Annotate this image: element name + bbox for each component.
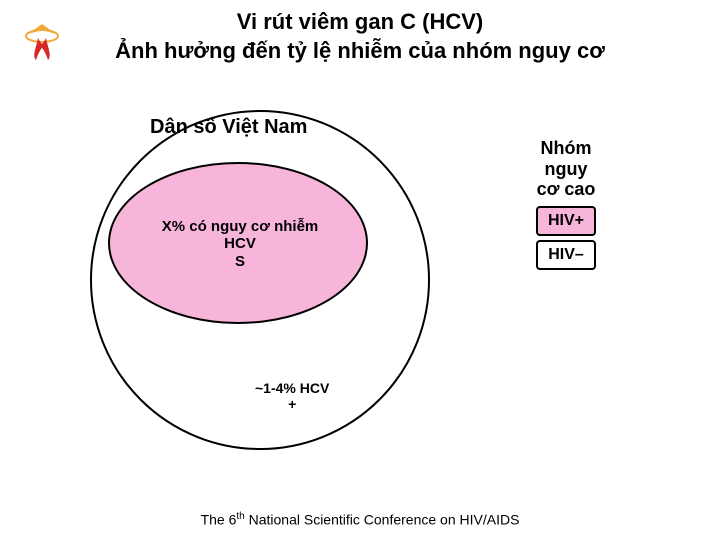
legend-box-hiv-pos: HIV+ bbox=[536, 206, 596, 236]
title-line2: Ảnh hưởng đến tỷ lệ nhiễm của nhóm nguy … bbox=[0, 37, 720, 66]
legend-box-hiv-neg: HIV– bbox=[536, 240, 596, 270]
outer-circle-label: Dân số Việt Nam bbox=[150, 116, 307, 139]
footer-text: The 6th National Scientific Conference o… bbox=[0, 511, 720, 528]
venn-diagram: Dân số Việt Nam X% có nguy cơ nhiễm HCV … bbox=[0, 90, 720, 490]
slide-title: Vi rút viêm gan C (HCV) Ảnh hưởng đến tỷ… bbox=[0, 0, 720, 65]
title-line1: Vi rút viêm gan C (HCV) bbox=[0, 8, 720, 37]
legend: Nhóm nguy cơ cao HIV+ HIV– bbox=[536, 138, 596, 274]
hcv-percentage-label: ~1-4% HCV + bbox=[255, 380, 329, 412]
logo-icon bbox=[18, 20, 66, 73]
legend-title: Nhóm nguy cơ cao bbox=[536, 138, 596, 200]
inner-ellipse-label: X% có nguy cơ nhiễm HCV S bbox=[150, 218, 330, 270]
